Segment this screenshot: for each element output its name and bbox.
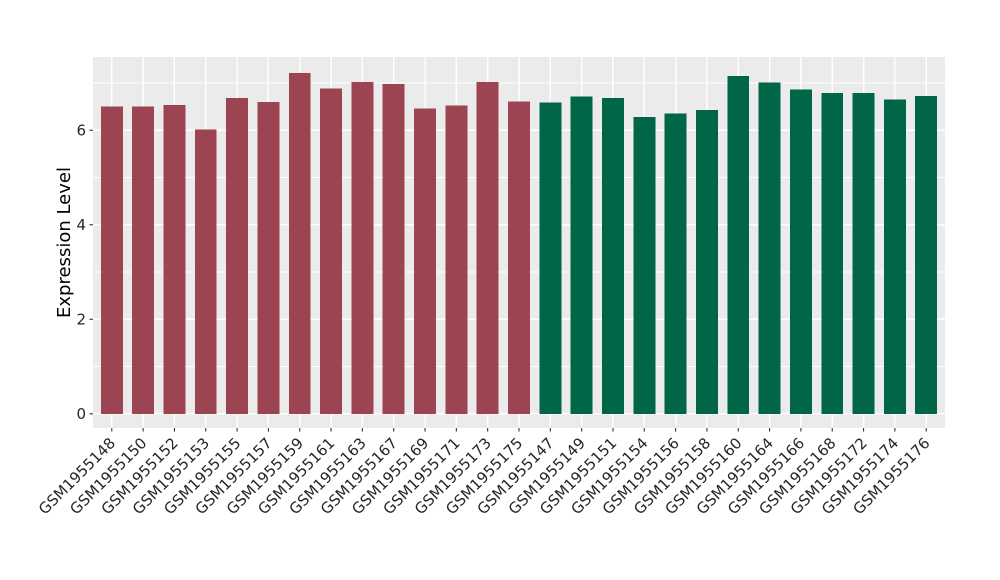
y-axis-title: Expression Level bbox=[54, 167, 75, 318]
bar-GSM1955148 bbox=[100, 106, 123, 414]
bar-GSM1955176 bbox=[915, 96, 938, 414]
bar-GSM1955175 bbox=[508, 101, 530, 414]
bar-GSM1955158 bbox=[695, 109, 718, 414]
bar-GSM1955155 bbox=[226, 98, 249, 414]
bar-GSM1955172 bbox=[852, 92, 875, 414]
bar-GSM1955152 bbox=[163, 105, 186, 414]
y-tick-label: 0 bbox=[76, 405, 86, 423]
bar-GSM1955164 bbox=[758, 82, 781, 414]
bar-GSM1955166 bbox=[789, 89, 812, 414]
bar-GSM1955167 bbox=[382, 83, 405, 414]
bar-GSM1955149 bbox=[570, 96, 593, 414]
bar-GSM1955154 bbox=[633, 117, 656, 414]
bar-GSM1955160 bbox=[727, 75, 750, 414]
bar-GSM1955159 bbox=[288, 73, 311, 414]
bar-GSM1955157 bbox=[257, 101, 280, 414]
bar-GSM1955156 bbox=[664, 113, 687, 414]
y-tick-label: 2 bbox=[76, 310, 86, 328]
bar-GSM1955169 bbox=[414, 108, 436, 414]
bar-GSM1955174 bbox=[883, 99, 906, 414]
bar-GSM1955171 bbox=[445, 105, 468, 414]
bar-GSM1955147 bbox=[539, 102, 562, 414]
y-tick-label: 6 bbox=[76, 121, 86, 139]
bar-GSM1955168 bbox=[821, 92, 844, 414]
bar-GSM1955153 bbox=[194, 129, 217, 414]
y-tick-label: 4 bbox=[76, 216, 86, 234]
bar-GSM1955161 bbox=[320, 88, 343, 414]
bar-GSM1955163 bbox=[351, 82, 374, 414]
bar-GSM1955150 bbox=[132, 106, 155, 414]
bar-GSM1955173 bbox=[476, 82, 499, 414]
bar-GSM1955151 bbox=[602, 98, 624, 414]
